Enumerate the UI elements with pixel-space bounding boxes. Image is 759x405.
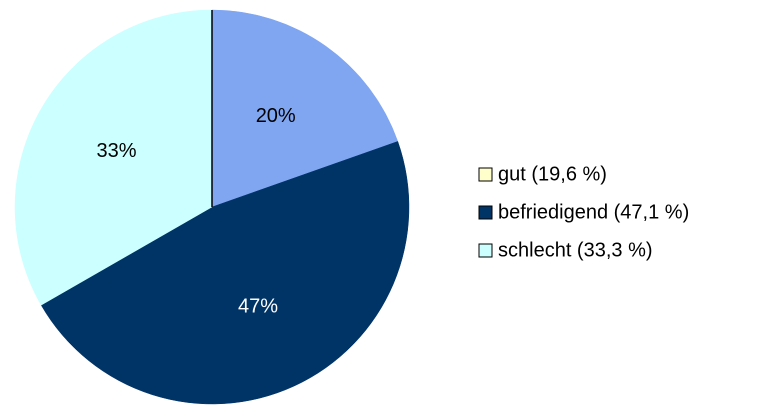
legend-swatch xyxy=(478,205,493,220)
pie-slice xyxy=(40,141,410,405)
pie-slice xyxy=(14,9,213,306)
legend-swatch xyxy=(478,167,493,182)
slice-label: 33% xyxy=(97,140,137,162)
legend-label: befriedigend (47,1 %) xyxy=(498,201,689,223)
legend-swatch xyxy=(478,243,493,258)
legend-label: schlecht (33,3 %) xyxy=(498,239,653,261)
legend-label: gut (19,6 %) xyxy=(498,163,607,185)
slice-label: 20% xyxy=(256,105,296,127)
slice-label: 47% xyxy=(238,296,278,318)
